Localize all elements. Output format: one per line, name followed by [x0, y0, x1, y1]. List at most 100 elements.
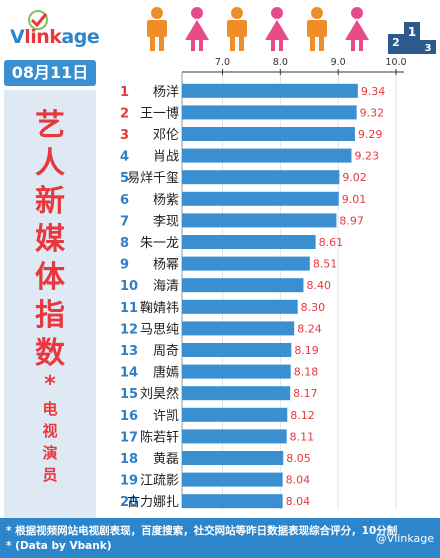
category-label: 周奇 [153, 343, 179, 359]
bar [182, 278, 304, 293]
side-title-char: 数 [35, 336, 65, 371]
category-label: 许凯 [153, 409, 179, 424]
bar [182, 472, 283, 487]
value-label: 8.97 [339, 214, 364, 227]
date-badge: 08月11日 [4, 60, 96, 86]
rank-label: 4 [120, 150, 129, 165]
value-label: 8.30 [301, 301, 326, 314]
rank-label: 10 [120, 279, 138, 294]
value-label: 9.34 [361, 85, 386, 98]
side-star: * [44, 372, 56, 397]
side-title-char: 媒 [35, 222, 65, 257]
bar [182, 256, 310, 271]
side-title-char: 新 [35, 184, 65, 219]
bar [182, 105, 357, 120]
side-title-char: 指 [35, 298, 65, 333]
value-label: 9.29 [358, 128, 383, 141]
value-label: 8.04 [286, 495, 311, 508]
category-label: 黄磊 [153, 452, 179, 467]
rank-label: 8 [120, 236, 129, 251]
value-label: 8.24 [297, 322, 322, 335]
bar [182, 127, 355, 141]
bar [182, 83, 358, 98]
category-label: 肖战 [153, 150, 179, 165]
rank-label: 1 [120, 85, 129, 100]
bar [182, 213, 337, 228]
rank-label: 13 [120, 344, 138, 359]
rank-label: 16 [120, 409, 138, 424]
watermark: @Vlinkage [375, 532, 434, 545]
side-subtitle-char: 视 [42, 422, 58, 440]
brand-link: link [24, 26, 62, 48]
category-label: 易烊千玺 [127, 171, 179, 186]
footer-note-1: * 根据视频网站电视剧表现，百度搜索，社交网站等昨日数据表现综合评分，10分制 [6, 525, 398, 537]
value-label: 8.04 [286, 474, 311, 487]
brand-v: V [10, 26, 25, 48]
rank-label: 3 [120, 128, 129, 143]
vlinkage-logo-icon [28, 10, 48, 30]
person-orange-icon [227, 7, 247, 51]
category-label: 杨洋 [153, 85, 179, 100]
person-orange-icon [147, 7, 167, 51]
person-pink-icon [345, 7, 369, 51]
value-label: 9.01 [342, 193, 367, 206]
category-label: 邓伦 [153, 128, 179, 143]
value-label: 8.19 [294, 344, 319, 357]
bar [182, 386, 291, 401]
rank-label: 18 [120, 452, 138, 467]
category-label: 杨紫 [153, 193, 179, 208]
category-label: 李现 [153, 214, 179, 229]
bar [182, 429, 287, 444]
value-label: 8.11 [290, 430, 315, 443]
person-pink-icon [265, 7, 289, 51]
person-orange-icon [307, 7, 327, 51]
rank-label: 12 [120, 322, 138, 337]
bar [182, 494, 283, 509]
rank-label: 11 [120, 301, 138, 316]
footer-note-2: * (Data by Vbank) [6, 540, 112, 552]
x-tick-label: 8.0 [273, 57, 288, 68]
category-label: 唐嫣 [153, 365, 179, 381]
x-tick-label: 9.0 [331, 57, 346, 68]
value-label: 8.61 [319, 236, 344, 249]
rank-label: 20 [120, 495, 138, 510]
category-label: 海清 [153, 279, 179, 294]
bar [182, 451, 284, 465]
rank-label: 2 [120, 106, 129, 121]
category-label: 朱一龙 [140, 236, 179, 251]
value-label: 8.17 [293, 387, 318, 400]
brand-age: age [61, 26, 100, 48]
rank-label: 15 [120, 387, 138, 402]
category-label: 江疏影 [140, 474, 179, 489]
x-tick-label: 7.0 [215, 57, 230, 68]
bar [182, 299, 298, 314]
bar [182, 343, 292, 357]
svg-text:3: 3 [425, 43, 432, 54]
side-title-char: 人 [35, 146, 65, 181]
category-label: 鞠婧祎 [140, 301, 179, 316]
rank-label: 5 [120, 171, 129, 186]
category-label: 王一博 [140, 106, 179, 121]
rank-label: 14 [120, 366, 138, 381]
rank-label: 7 [120, 214, 129, 229]
header: Vlinkage 2 [0, 0, 440, 58]
value-label: 9.32 [360, 106, 385, 119]
bar [182, 191, 339, 206]
brand-name: Vlinkage [10, 26, 100, 48]
rank-label: 6 [120, 193, 129, 208]
value-label: 8.51 [313, 258, 338, 271]
bar [182, 321, 295, 336]
value-label: 8.18 [294, 366, 319, 379]
category-label: 古力娜扎 [127, 495, 179, 510]
podium-icon: 2 1 3 [388, 22, 436, 54]
bar [182, 235, 316, 249]
bar [182, 170, 340, 185]
value-label: 9.02 [342, 171, 367, 184]
svg-text:2: 2 [392, 36, 400, 49]
footer: * 根据视频网站电视剧表现，百度搜索，社交网站等昨日数据表现综合评分，10分制 … [0, 518, 440, 558]
side-title-char: 体 [35, 260, 65, 295]
value-label: 8.12 [290, 409, 315, 422]
rank-label: 17 [120, 430, 138, 445]
category-label: 陈若轩 [140, 429, 179, 445]
